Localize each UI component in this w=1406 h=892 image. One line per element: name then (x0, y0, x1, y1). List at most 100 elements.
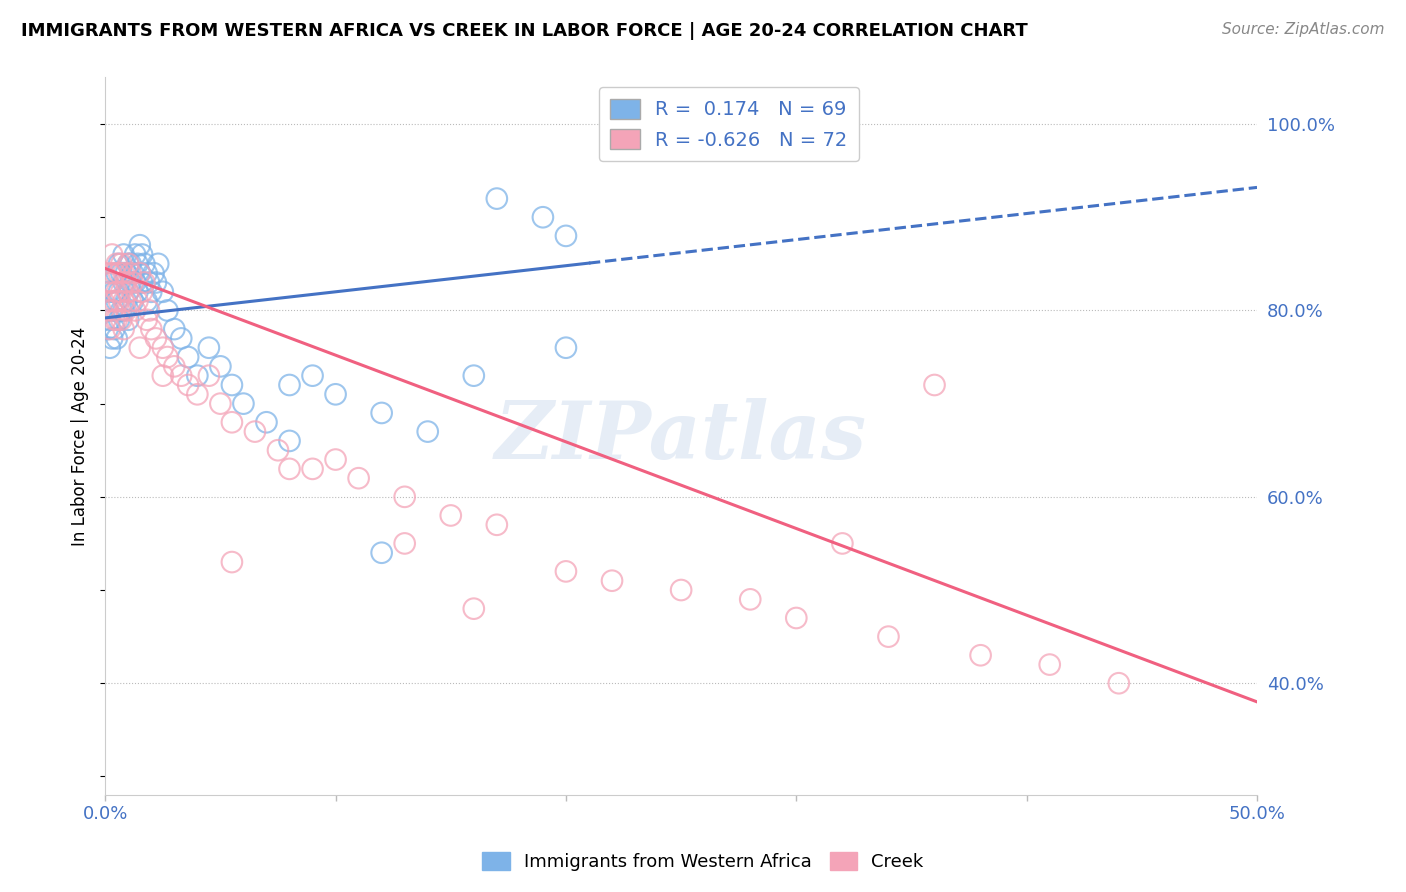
Point (101, 247, 124, 261)
Point (103, 312, 125, 326)
Point (1039, 657, 1062, 672)
Point (394, 490, 416, 504)
Point (370, 546, 392, 560)
Point (301, 368, 323, 383)
Point (924, 378, 946, 392)
Point (301, 462, 323, 476)
Point (138, 276, 160, 290)
Point (232, 397, 254, 411)
Point (127, 285, 149, 299)
Point (134, 276, 156, 290)
Point (117, 257, 139, 271)
Point (138, 303, 160, 318)
Point (101, 331, 124, 345)
Point (177, 350, 200, 364)
Point (105, 312, 128, 326)
Point (127, 294, 149, 309)
Point (156, 303, 179, 318)
Point (108, 257, 131, 271)
Point (103, 294, 125, 309)
Point (96, 303, 118, 318)
Point (531, 211, 554, 225)
Point (163, 322, 186, 336)
Point (278, 434, 301, 448)
Point (115, 266, 138, 280)
Point (969, 648, 991, 663)
Point (325, 452, 347, 467)
Point (877, 630, 900, 644)
Point (121, 266, 143, 280)
Point (120, 294, 142, 309)
Point (128, 341, 150, 355)
Point (163, 359, 186, 374)
Point (98, 322, 121, 336)
Point (101, 303, 124, 318)
Point (120, 266, 142, 280)
Text: ZIPatlas: ZIPatlas (495, 398, 868, 475)
Point (600, 574, 623, 588)
Point (831, 536, 853, 550)
Point (170, 331, 193, 345)
Point (117, 285, 139, 299)
Point (370, 406, 392, 420)
Point (121, 276, 143, 290)
Point (209, 397, 232, 411)
Point (108, 294, 131, 309)
Point (98, 266, 121, 280)
Point (103, 266, 125, 280)
Point (101, 276, 124, 290)
Point (112, 322, 135, 336)
Point (101, 276, 124, 290)
Point (145, 276, 167, 290)
Point (110, 257, 132, 271)
Point (110, 303, 132, 318)
Point (112, 247, 135, 261)
Point (152, 285, 174, 299)
Point (186, 368, 208, 383)
Point (120, 276, 142, 290)
Point (177, 378, 200, 392)
Point (278, 462, 301, 476)
Point (105, 331, 128, 345)
Point (1108, 676, 1130, 690)
Point (120, 257, 142, 271)
Point (98, 312, 121, 326)
Point (347, 471, 370, 485)
Point (124, 303, 146, 318)
Point (555, 341, 578, 355)
Point (145, 331, 167, 345)
Point (98, 341, 121, 355)
Point (141, 322, 163, 336)
Point (198, 368, 221, 383)
Point (121, 294, 143, 309)
Point (103, 322, 125, 336)
Point (485, 192, 508, 206)
Point (243, 425, 266, 439)
Text: IMMIGRANTS FROM WESTERN AFRICA VS CREEK IN LABOR FORCE | AGE 20-24 CORRELATION C: IMMIGRANTS FROM WESTERN AFRICA VS CREEK … (21, 22, 1028, 40)
Point (555, 228, 578, 243)
Point (394, 536, 416, 550)
Point (416, 425, 439, 439)
Point (110, 285, 132, 299)
Point (128, 266, 150, 280)
Point (785, 611, 807, 625)
Legend: R =  0.174   N = 69, R = -0.626   N = 72: R = 0.174 N = 69, R = -0.626 N = 72 (599, 87, 859, 161)
Y-axis label: In Labor Force | Age 20-24: In Labor Force | Age 20-24 (72, 326, 89, 546)
Point (96, 322, 118, 336)
Point (98, 294, 121, 309)
Point (463, 601, 485, 615)
Point (98, 285, 121, 299)
Point (117, 312, 139, 326)
Point (440, 508, 463, 523)
Point (170, 368, 193, 383)
Point (152, 341, 174, 355)
Point (128, 238, 150, 252)
Point (131, 285, 153, 299)
Point (325, 387, 347, 401)
Point (156, 350, 179, 364)
Point (463, 368, 485, 383)
Point (108, 312, 131, 326)
Point (105, 266, 128, 280)
Point (108, 266, 131, 280)
Point (135, 294, 157, 309)
